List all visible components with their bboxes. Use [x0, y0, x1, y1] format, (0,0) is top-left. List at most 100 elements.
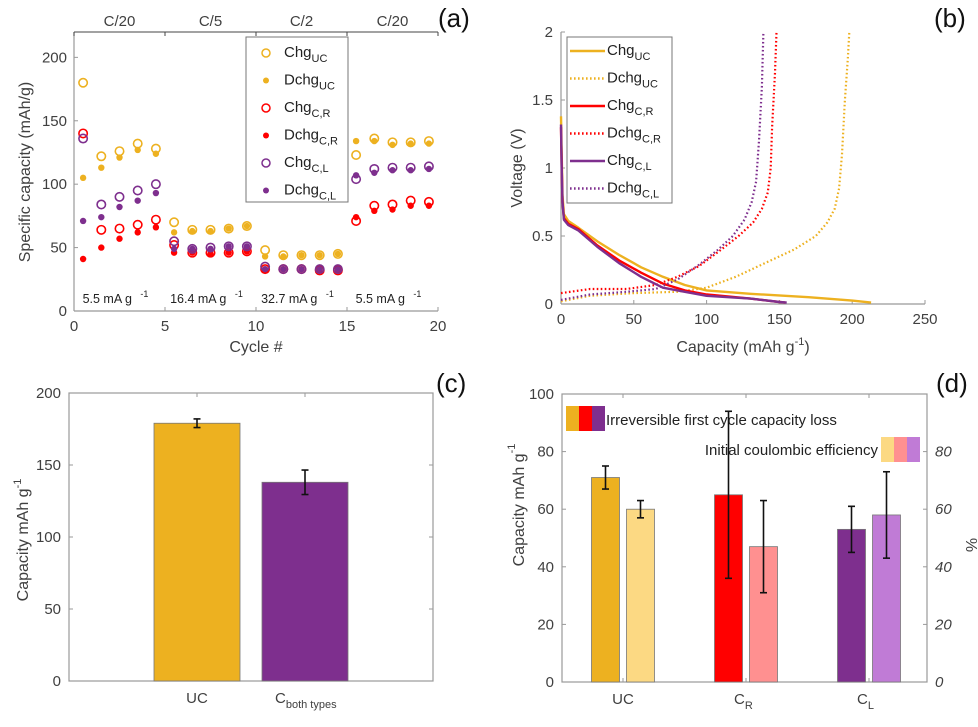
panel-a-point-dchg — [316, 252, 323, 259]
legend-marker-open — [261, 158, 271, 168]
panel-d-y2-tick-label: 40 — [935, 559, 952, 576]
panel-a-point-dchg — [225, 249, 232, 256]
panel-a-point-chg — [169, 236, 180, 247]
panel-a-point-chg — [96, 151, 107, 162]
panel-a-point-dchg — [352, 137, 360, 145]
panel-b-legend-entry: DchgC,R — [607, 125, 661, 146]
panel-a-point-chg — [114, 191, 125, 202]
panel-a-point-dchg — [225, 243, 232, 250]
panel-a-current-density-label: 32.7 mA g -1 — [261, 289, 334, 306]
panel-a-point-dchg — [389, 167, 396, 174]
panel-d-x-tick-label-main: UC — [612, 691, 634, 708]
panel-a-y-tick-label: 0 — [59, 303, 67, 320]
panel-a-point-chg — [96, 224, 107, 235]
panel-a-point-dchg — [352, 172, 360, 179]
panel-b-y-tick-label: 1.5 — [532, 92, 553, 109]
panel-a-legend-entry-sub: UC — [319, 81, 335, 93]
panel-a-y-tick-label: 50 — [50, 240, 67, 257]
panel-a-point-chg — [332, 248, 343, 259]
panel-b-legend-entry-sub: C,L — [635, 161, 652, 173]
panel-c-x-tick-label-sub: both types — [286, 699, 337, 711]
panel-a-point-chg — [241, 241, 252, 252]
panel-a-legend-entry: ChgUC — [284, 44, 327, 65]
panel-b-legend-entry: ChgC,L — [607, 152, 652, 173]
panel-d-y-tick-label: 40 — [537, 559, 554, 576]
rate-text: 5.5 mA g — [356, 292, 405, 306]
panel-a-point-dchg — [389, 206, 396, 213]
panel-b-y-tick-label: 1 — [545, 160, 553, 177]
panel-a-legend-entry-main: Chg — [284, 154, 312, 171]
panel-a-legend-entry-main: Chg — [284, 99, 312, 116]
rate-sup: -1 — [323, 289, 334, 299]
rate-sup: -1 — [138, 289, 149, 299]
panel-a-legend-entry-main: Chg — [284, 44, 312, 61]
panel-a-point-dchg — [207, 245, 214, 253]
panel-c-plot-frame — [68, 392, 434, 682]
panel-a-point-dchg — [298, 265, 305, 273]
panel-c-y-tick-label: 150 — [36, 457, 61, 474]
panel-d-y-axis-label-text: Capacity mAh g — [511, 453, 528, 566]
panel-b-legend-entry: ChgC,R — [607, 97, 654, 118]
panel-a-current-density-label: 5.5 mA g -1 — [356, 289, 422, 306]
panel-a-current-density-label: 16.4 mA g -1 — [170, 289, 243, 306]
panel-a-point-chg — [278, 264, 289, 275]
panel-b-legend-entry-main: Dchg — [607, 70, 642, 87]
panel-b-y-tick-label: 0 — [545, 296, 553, 313]
panel-b-curve-chg-c-l — [559, 124, 787, 304]
panel-a-c-rate-label: C/5 — [199, 13, 222, 30]
panel-a-legend-entry: ChgC,L — [284, 154, 329, 175]
panel-b-curve-dchg-c-r — [560, 31, 778, 295]
panel-d-x-tick-label: CL — [857, 691, 874, 712]
panel-a-point-dchg — [316, 265, 323, 273]
panel-a-point-dchg — [298, 252, 305, 259]
panel-b-legend-box — [566, 36, 673, 204]
panel-d-x-tick-label-main: C — [857, 691, 868, 708]
panel-b-x-tick-label: 150 — [767, 311, 792, 328]
panel-a-legend-entry-sub: C,R — [312, 108, 331, 120]
panel-b-legend-entry-main: Dchg — [607, 180, 642, 197]
panel-a-point-chg — [296, 250, 307, 261]
panel-d-y2-tick-label: 20 — [934, 616, 952, 633]
panel-b-x-tick-label: 50 — [625, 311, 642, 328]
panel-a-point-dchg — [98, 244, 105, 251]
panel-d-y2-tick-label: 0 — [935, 674, 944, 691]
rate-sup: -1 — [411, 289, 422, 299]
panel-d-y2-tick-label: 80 — [935, 444, 952, 461]
panel-a-point-dchg — [261, 253, 269, 260]
panel-d-x-tick-label-sub: R — [745, 700, 753, 712]
panel-b-x-axis-label-text: Capacity (mAh g — [676, 339, 794, 356]
panel-b-legend-entry-sub: UC — [635, 51, 651, 63]
panel-c-x-tick-label-main: C — [275, 690, 286, 707]
panel-a-legend-entry-sub: C,L — [312, 163, 329, 175]
panel-a-point-chg — [150, 179, 161, 190]
panel-a-y-axis-label: Specific capacity (mAh/g) — [17, 82, 34, 263]
panel-b-y-axis-label: Voltage (V) — [509, 128, 526, 207]
rate-text: 32.7 mA g — [261, 292, 317, 306]
panel-b-legend-entry: DchgC,L — [607, 180, 659, 201]
panel-a-point-dchg — [280, 253, 287, 260]
panel-a-point-dchg — [152, 189, 160, 197]
panel-a-c-rate-label: C/20 — [377, 13, 409, 30]
panel-a-legend-entry: ChgC,R — [284, 99, 331, 120]
panel-b-legend-entry-main: Chg — [607, 152, 635, 169]
rate-sup: -1 — [232, 289, 243, 299]
panel-b-legend-entry-main: Dchg — [607, 125, 642, 142]
panel-b-legend-entry-main: Chg — [607, 42, 635, 59]
panel-a-point-chg — [260, 245, 271, 256]
panel-c-y-tick-label: 200 — [36, 385, 61, 402]
panel-a-legend-entry: DchgC,R — [284, 127, 338, 148]
panel-a-point-dchg — [243, 222, 251, 230]
panel-a-point-chg — [132, 185, 143, 196]
panel-b-legend-entry-sub: C,R — [642, 134, 661, 146]
panel-d-x-tick-label-main: C — [734, 691, 745, 708]
panel-a-point-dchg — [389, 141, 396, 149]
panel-c-y-axis-label-sup: -1 — [12, 479, 24, 489]
panel-a-point-dchg — [170, 229, 178, 236]
rate-text: 16.4 mA g — [170, 292, 226, 306]
panel-c-y-axis-label: Capacity mAh g-1 — [12, 479, 32, 602]
panel-c-bar — [153, 422, 241, 682]
panel-b-voltage-profiles: (b) Voltage (V) Capacity (mAh g-1) 0 50 10… — [509, 3, 966, 356]
panel-a-y-tick-label: 200 — [42, 49, 67, 66]
panel-a-point-dchg — [79, 217, 87, 225]
